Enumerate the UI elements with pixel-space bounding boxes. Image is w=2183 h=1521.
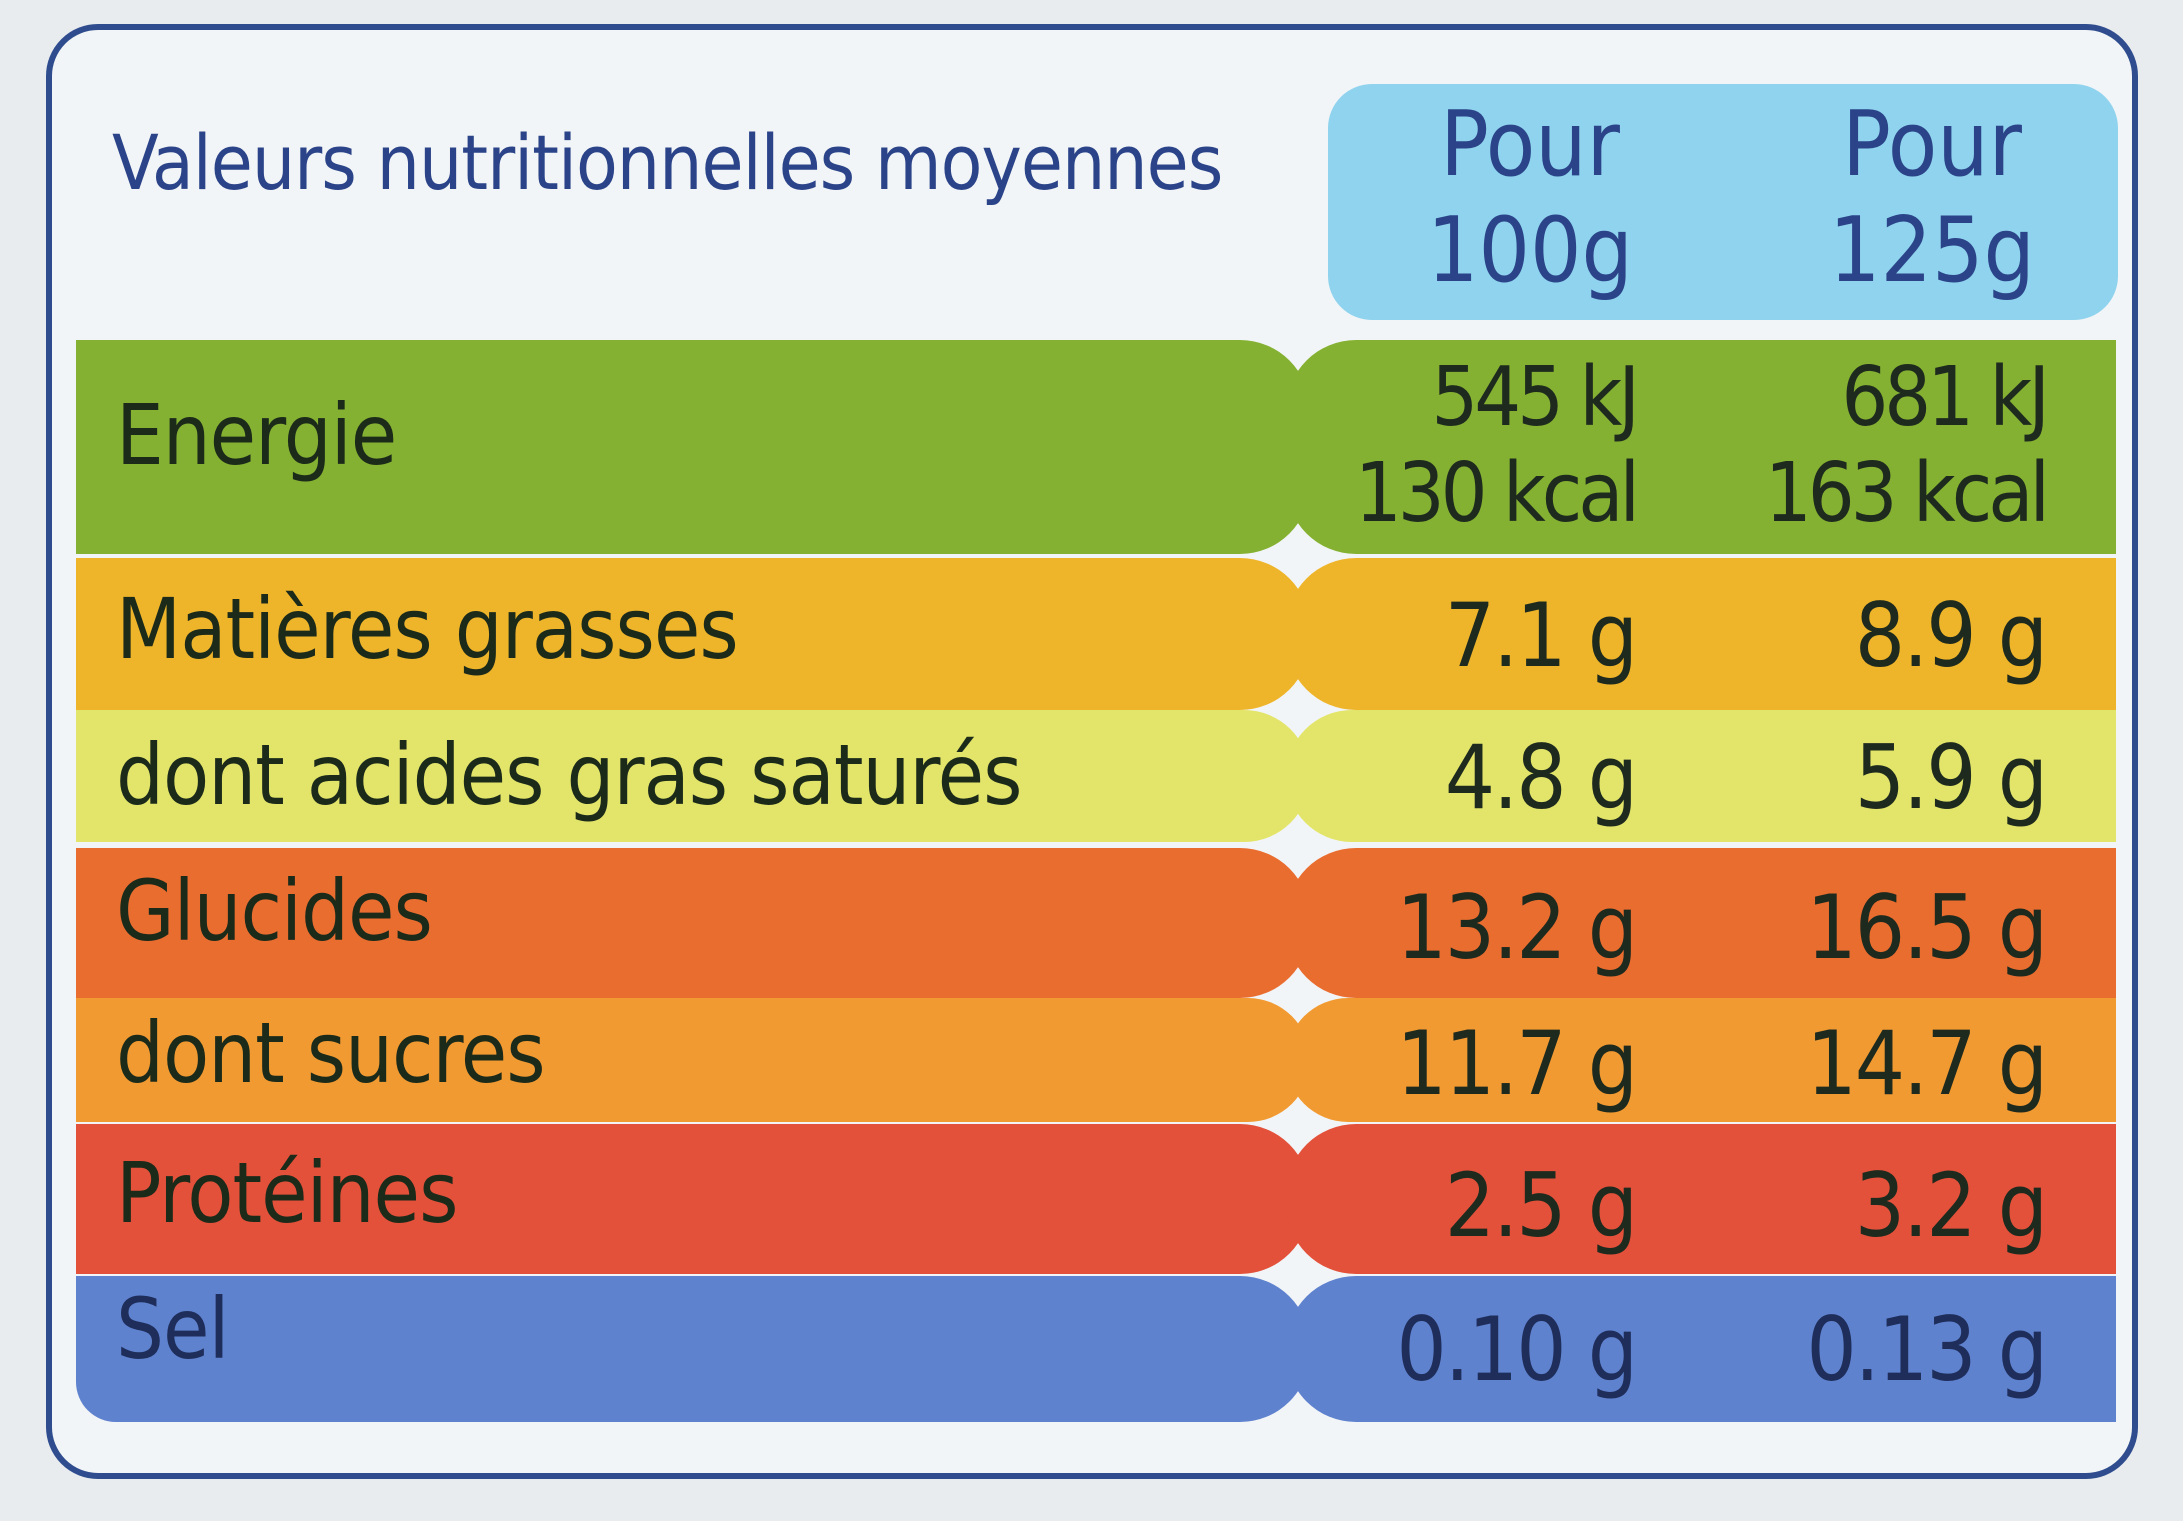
row-sugars-label: dont sucres <box>116 1004 546 1102</box>
row-energy-value-100g: 545 kJ 130 kcal <box>1256 350 1640 542</box>
row-energy-value-125g: 681 kJ 163 kcal <box>1666 350 2050 542</box>
row-energy-label-band: Energie <box>76 340 1310 554</box>
table-title: Valeurs nutritionnelles moyennes <box>112 118 1223 207</box>
row-sugars-values-band: 11.7 g 14.7 g <box>1286 998 2116 1122</box>
row-fat: Matières grasses 7.1 g 8.9 g <box>76 558 2116 710</box>
column-header-100g-line1: Pour <box>1440 92 1620 197</box>
row-protein-label-band: Protéines <box>76 1124 1310 1274</box>
row-fat-values-band: 7.1 g 8.9 g <box>1286 558 2116 710</box>
row-sugars: dont sucres 11.7 g 14.7 g <box>76 998 2116 1122</box>
row-saturated: dont acides gras saturés 4.8 g 5.9 g <box>76 710 2116 842</box>
row-saturated-values-band: 4.8 g 5.9 g <box>1286 710 2116 842</box>
row-sugars-value-125g: 14.7 g <box>1806 1012 2048 1115</box>
row-carbs-label: Glucides <box>116 862 433 960</box>
row-fat-value-100g: 7.1 g <box>1444 584 1638 687</box>
row-protein-value-100g: 2.5 g <box>1444 1154 1638 1257</box>
row-saturated-label: dont acides gras saturés <box>116 726 1022 824</box>
column-header-100g: Pour 100g <box>1380 92 1680 304</box>
row-saturated-value-100g: 4.8 g <box>1444 726 1638 829</box>
row-sugars-label-band: dont sucres <box>76 998 1310 1122</box>
column-header-125g-line2: 125g <box>1829 198 2035 303</box>
row-energy-values-band: 545 kJ 130 kcal 681 kJ 163 kcal <box>1286 340 2116 554</box>
row-carbs-values-band: 13.2 g 16.5 g <box>1286 848 2116 998</box>
row-fat-label: Matières grasses <box>116 580 739 678</box>
column-header-125g: Pour 125g <box>1782 92 2082 304</box>
row-energy-label: Energie <box>116 386 397 484</box>
column-header-125g-line1: Pour <box>1842 92 2022 197</box>
row-sugars-value-100g: 11.7 g <box>1396 1012 1638 1115</box>
row-fat-value-125g: 8.9 g <box>1854 584 2048 687</box>
row-fat-label-band: Matières grasses <box>76 558 1310 710</box>
row-energy: Energie 545 kJ 130 kcal 681 kJ 163 kcal <box>76 340 2116 554</box>
row-energy-kj-100g: 545 kJ <box>1431 350 1640 445</box>
row-saturated-label-band: dont acides gras saturés <box>76 710 1310 842</box>
row-energy-kj-125g: 681 kJ <box>1841 350 2050 445</box>
row-carbs: Glucides 13.2 g 16.5 g <box>76 848 2116 998</box>
row-salt-value-125g: 0.13 g <box>1806 1298 2048 1401</box>
row-salt-values-band: 0.10 g 0.13 g <box>1286 1276 2116 1422</box>
row-protein-values-band: 2.5 g 3.2 g <box>1286 1124 2116 1274</box>
row-saturated-value-125g: 5.9 g <box>1854 726 2048 829</box>
row-salt-label: Sel <box>116 1280 229 1378</box>
row-salt-value-100g: 0.10 g <box>1396 1298 1638 1401</box>
column-header-100g-line2: 100g <box>1427 198 1633 303</box>
row-energy-kcal-100g: 130 kcal <box>1354 446 1640 541</box>
row-protein-label: Protéines <box>116 1144 458 1242</box>
column-header: Pour 100g Pour 125g <box>1328 84 2118 320</box>
row-salt-label-band: Sel <box>76 1276 1310 1422</box>
row-energy-kcal-125g: 163 kcal <box>1764 446 2050 541</box>
row-carbs-value-125g: 16.5 g <box>1806 876 2048 979</box>
row-protein: Protéines 2.5 g 3.2 g <box>76 1124 2116 1274</box>
row-protein-value-125g: 3.2 g <box>1854 1154 2048 1257</box>
row-salt: Sel 0.10 g 0.13 g <box>76 1276 2116 1422</box>
row-carbs-value-100g: 13.2 g <box>1396 876 1638 979</box>
row-carbs-label-band: Glucides <box>76 848 1310 998</box>
